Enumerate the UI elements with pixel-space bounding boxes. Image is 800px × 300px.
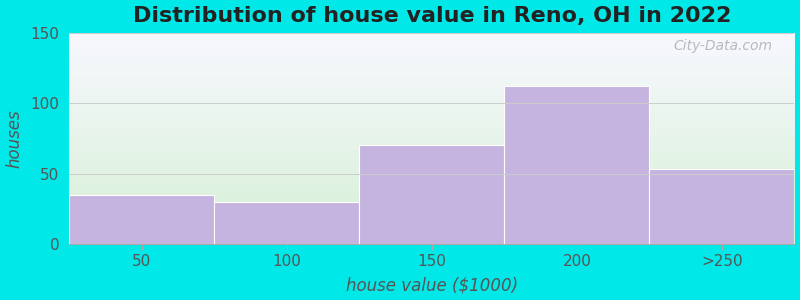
Y-axis label: houses: houses: [6, 109, 23, 168]
Bar: [504, 86, 650, 244]
X-axis label: house value ($1000): house value ($1000): [346, 276, 518, 294]
Bar: [214, 202, 359, 244]
Bar: [650, 169, 794, 244]
Bar: [359, 146, 504, 244]
Title: Distribution of house value in Reno, OH in 2022: Distribution of house value in Reno, OH …: [133, 6, 731, 26]
Bar: [69, 195, 214, 244]
Text: City-Data.com: City-Data.com: [674, 39, 773, 53]
